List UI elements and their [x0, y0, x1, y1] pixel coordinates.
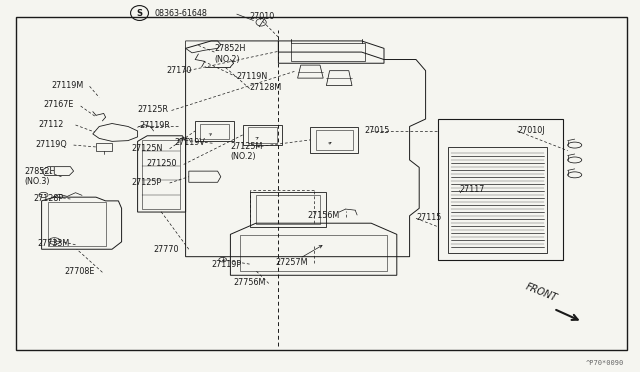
Text: FRONT: FRONT — [524, 282, 558, 303]
Text: 08363-61648: 08363-61648 — [155, 9, 208, 17]
Text: S: S — [136, 9, 143, 17]
Bar — [200, 124, 229, 139]
Text: 27156M: 27156M — [307, 211, 339, 220]
Text: 27112: 27112 — [38, 120, 64, 129]
Bar — [438, 119, 563, 260]
Text: 27708E: 27708E — [64, 267, 94, 276]
Text: 27119V: 27119V — [174, 138, 205, 147]
Text: 27117: 27117 — [460, 185, 485, 194]
Bar — [48, 202, 106, 246]
Text: 27115: 27115 — [416, 213, 442, 222]
Text: 27125M: 27125M — [230, 142, 263, 151]
Text: 27128P: 27128P — [33, 194, 63, 203]
Bar — [250, 192, 326, 227]
Text: 27852H: 27852H — [24, 167, 56, 176]
Text: 27852H: 27852H — [214, 44, 246, 53]
Text: 27015: 27015 — [365, 126, 390, 135]
Text: (NO.3): (NO.3) — [24, 177, 50, 186]
Bar — [16, 17, 627, 350]
Bar — [256, 195, 320, 224]
Bar — [240, 235, 387, 271]
Text: 27257M: 27257M — [275, 258, 308, 267]
Text: (NO.2): (NO.2) — [230, 153, 256, 161]
Bar — [310, 127, 358, 153]
Bar — [291, 43, 365, 61]
Bar — [243, 125, 282, 145]
Text: (NO.2): (NO.2) — [214, 55, 240, 64]
Bar — [248, 127, 277, 143]
Text: 27125R: 27125R — [138, 105, 168, 114]
Text: 27010: 27010 — [250, 12, 275, 21]
Bar — [96, 143, 112, 151]
Text: 27756M: 27756M — [234, 278, 266, 287]
Text: 27167E: 27167E — [44, 100, 74, 109]
Bar — [448, 147, 547, 253]
Bar — [195, 121, 234, 141]
Text: 27128M: 27128M — [250, 83, 282, 92]
Text: 27770: 27770 — [154, 245, 179, 254]
Text: ^P70*0090: ^P70*0090 — [586, 360, 624, 366]
Bar — [142, 140, 180, 209]
Text: 27125N: 27125N — [131, 144, 163, 153]
Text: 27119M: 27119M — [51, 81, 83, 90]
Text: 271250: 271250 — [146, 159, 177, 168]
Text: 27125P: 27125P — [131, 178, 161, 187]
Text: 27119P: 27119P — [211, 260, 241, 269]
Text: 27733M: 27733M — [37, 239, 69, 248]
Text: 27119N: 27119N — [237, 72, 268, 81]
Bar — [316, 130, 353, 150]
Text: 27170: 27170 — [166, 66, 192, 75]
Text: 27119Q: 27119Q — [35, 140, 67, 149]
Text: 27119R: 27119R — [140, 121, 170, 130]
Text: 27010J: 27010J — [517, 126, 545, 135]
